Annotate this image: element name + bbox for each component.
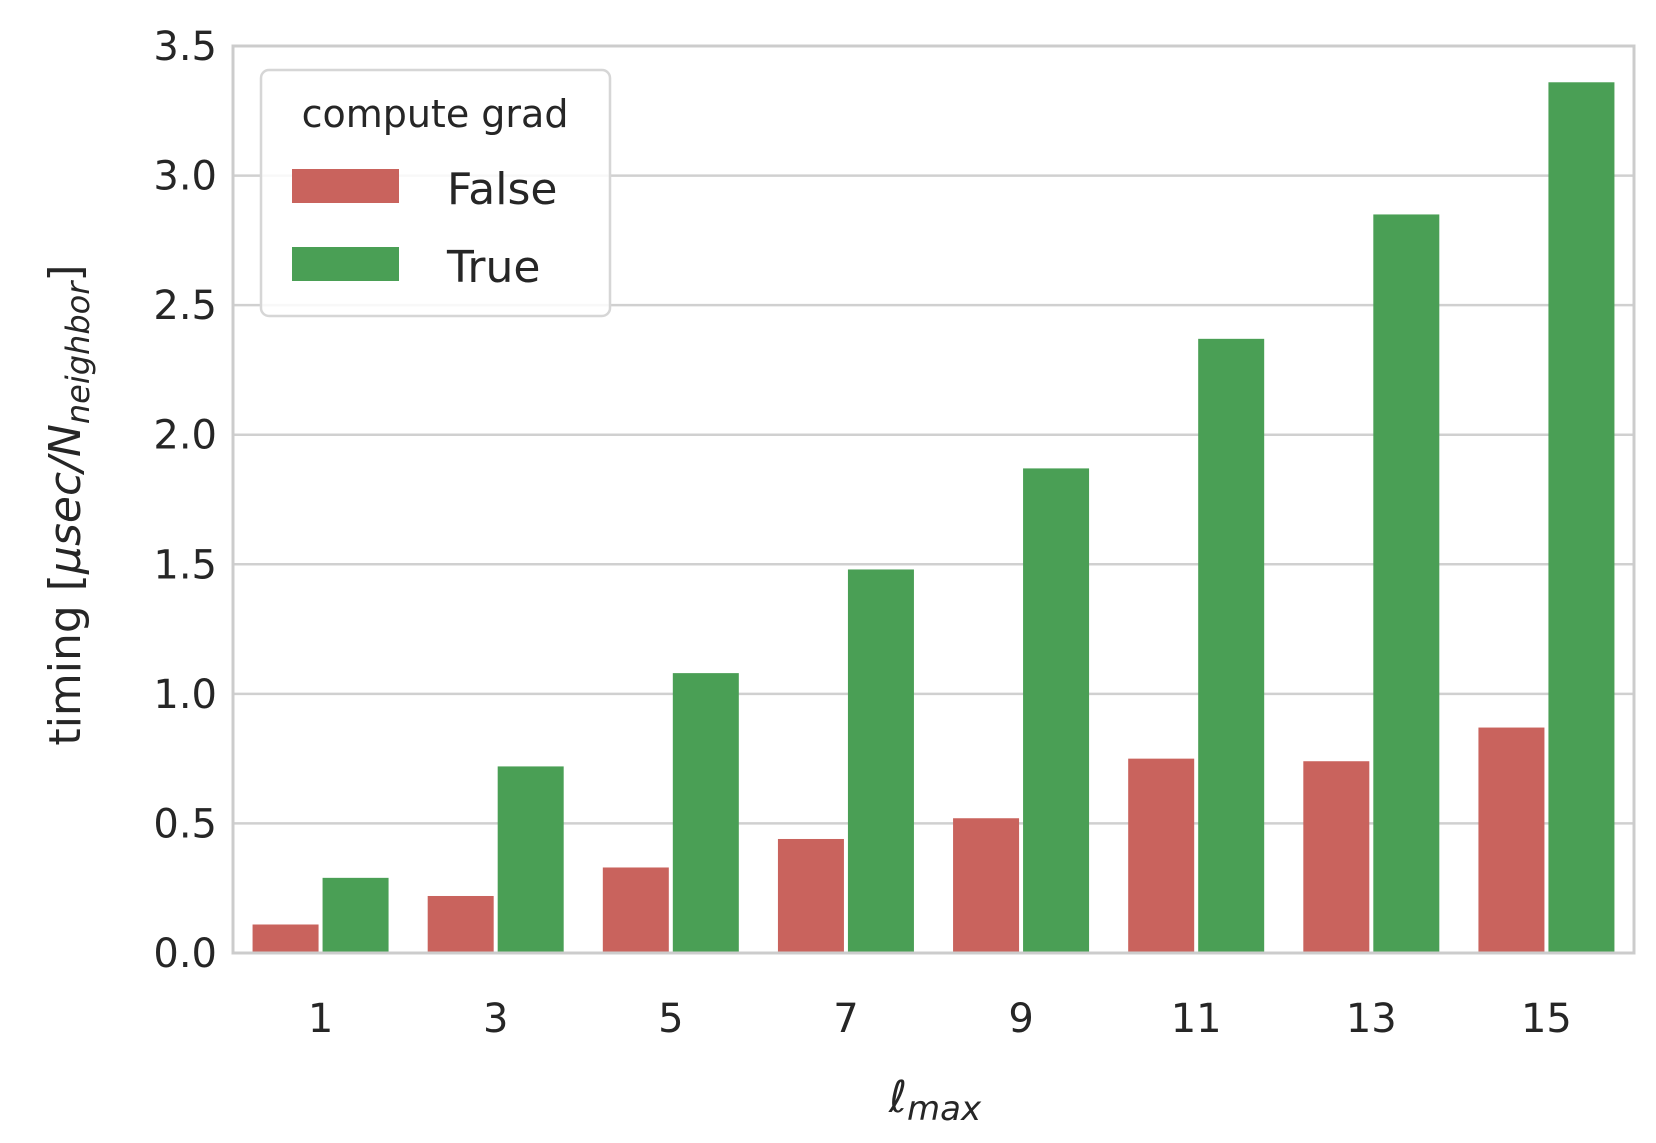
bar-false-11	[1128, 758, 1195, 953]
x-tick-label: 1	[308, 996, 333, 1042]
plot-frame	[231, 44, 1636, 955]
x-axis-label-main: ℓ	[888, 1072, 907, 1123]
bar-false-5	[602, 867, 669, 953]
y-tick-label: 0.5	[153, 801, 217, 847]
bar-false-1	[252, 924, 319, 953]
y-axis-label-unit: μsec/N	[40, 424, 91, 575]
x-tick-label: 7	[833, 996, 858, 1042]
bar-true-3	[497, 766, 564, 953]
bar-true-1	[322, 877, 389, 953]
legend-label-false: False	[447, 164, 557, 215]
y-tick-label: 1.5	[153, 542, 217, 588]
y-axis-label: timing [μsec/Nneighbor]	[40, 264, 97, 745]
bar-false-7	[777, 838, 844, 953]
x-tick-label: 13	[1346, 996, 1397, 1042]
bars-group	[252, 82, 1615, 953]
y-tick-label: 3.5	[153, 24, 217, 70]
bar-false-15	[1478, 727, 1545, 953]
x-tick-labels: 1 3 5 7 9 11 13 15	[308, 996, 1572, 1042]
x-tick-label: 3	[483, 996, 508, 1042]
x-axis-label: ℓmax	[888, 1072, 982, 1129]
x-tick-label: 11	[1171, 996, 1222, 1042]
legend: compute grad False True	[259, 68, 612, 318]
bar-true-9	[1023, 468, 1090, 953]
bar-true-7	[847, 569, 914, 953]
y-tick-label: 2.5	[153, 283, 217, 329]
bar-false-13	[1303, 761, 1370, 953]
y-axis-label-suffix: ]	[40, 264, 91, 281]
legend-swatch-false	[292, 169, 399, 203]
bar-false-3	[427, 895, 494, 953]
y-tick-labels: 0.0 0.5 1.0 1.5 2.0 2.5 3.0 3.5	[153, 24, 217, 977]
y-tick-label: 0.0	[153, 931, 217, 977]
y-axis-label-sub: neighbor	[59, 280, 97, 424]
x-tick-label: 15	[1521, 996, 1572, 1042]
x-axis-label-sub: max	[907, 1089, 982, 1129]
bar-true-11	[1198, 338, 1265, 953]
legend-title: compute grad	[302, 92, 569, 136]
bar-true-15	[1548, 82, 1615, 953]
y-tick-label: 3.0	[153, 154, 217, 200]
bar-false-9	[953, 818, 1020, 953]
bar-true-5	[672, 673, 739, 953]
bar-true-13	[1373, 214, 1440, 953]
y-tick-label: 1.0	[153, 672, 217, 718]
legend-swatch-true	[292, 247, 399, 281]
x-tick-label: 9	[1008, 996, 1033, 1042]
x-tick-label: 5	[658, 996, 683, 1042]
y-tick-label: 2.0	[153, 413, 217, 459]
y-axis-label-prefix: timing [	[40, 574, 91, 746]
legend-label-true: True	[446, 242, 540, 293]
